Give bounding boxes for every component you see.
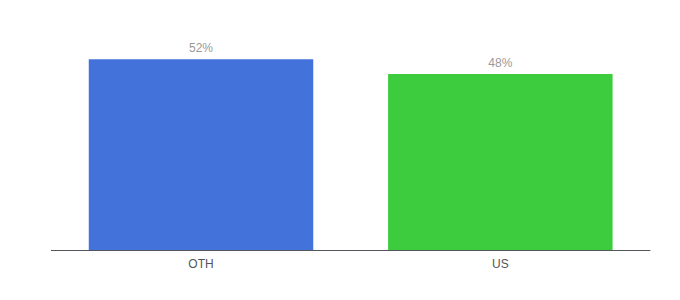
svg-text:OTH: OTH <box>188 257 213 271</box>
svg-text:US: US <box>492 257 509 271</box>
svg-text:52%: 52% <box>189 41 213 55</box>
svg-text:48%: 48% <box>488 56 512 70</box>
